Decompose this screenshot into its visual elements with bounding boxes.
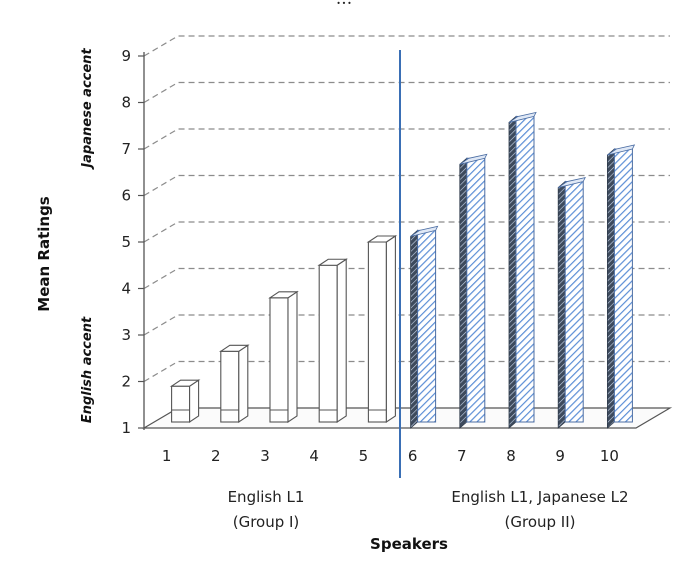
x-tick-label-7: 7 xyxy=(457,447,467,465)
y-end-label-high: Japanese accent xyxy=(80,48,95,171)
gridline-5 xyxy=(143,221,670,243)
x-tick-label-5: 5 xyxy=(359,447,369,465)
bar-side-face xyxy=(459,157,468,429)
bar-4 xyxy=(317,258,349,424)
x-tick-label-8: 8 xyxy=(506,447,516,465)
bar-front-face xyxy=(515,115,535,423)
bar-side-face xyxy=(189,379,200,424)
gridline-3 xyxy=(143,314,670,336)
gridline-8 xyxy=(143,81,670,104)
group-2-label-line1: English L1, Japanese L2 xyxy=(451,488,628,506)
y-tick-label-5: 5 xyxy=(121,233,131,251)
bar-side-face xyxy=(557,180,566,429)
bar-front-face xyxy=(417,229,437,423)
bar-side-face xyxy=(336,258,347,424)
bar-3 xyxy=(268,290,299,424)
bar-top-face xyxy=(508,111,537,123)
group-1-label-line2: (Group I) xyxy=(233,513,300,531)
bar-front-face xyxy=(269,297,289,423)
x-tick-label-4: 4 xyxy=(309,447,319,465)
y-tick-label-2: 2 xyxy=(121,373,131,391)
gridline-7 xyxy=(143,128,670,150)
bar-top-face xyxy=(410,225,439,237)
x-tick-label-6: 6 xyxy=(408,447,418,465)
bar-9 xyxy=(557,176,586,429)
x-tick-label-9: 9 xyxy=(555,447,565,465)
gridline-2 xyxy=(143,360,670,383)
y-end-label-low: English accent xyxy=(80,316,95,423)
y-tick-label-1: 1 xyxy=(121,419,131,437)
y-tick-label-4: 4 xyxy=(121,280,131,298)
bar-side-face xyxy=(607,148,615,429)
bar-top-face xyxy=(607,144,636,156)
y-axis-title: Mean Ratings xyxy=(35,196,53,312)
gridlines xyxy=(143,35,670,383)
bar-top-face xyxy=(317,258,349,266)
gridline-4 xyxy=(143,267,670,290)
bar-front-face xyxy=(367,241,387,423)
x-tick-label-10: 10 xyxy=(600,447,619,465)
bar-front-face xyxy=(564,181,584,423)
y-tick-label-8: 8 xyxy=(121,94,131,112)
bar-front-face xyxy=(220,350,240,423)
bar-top-face xyxy=(459,153,488,165)
gridline-6 xyxy=(143,174,670,197)
bar-2 xyxy=(218,344,250,424)
bar-10 xyxy=(607,144,636,429)
bar-front-face xyxy=(171,385,191,423)
bar-side-face xyxy=(410,229,419,429)
bar-side-face xyxy=(385,234,396,424)
bar-top-face xyxy=(268,291,299,299)
x-tick-label-3: 3 xyxy=(260,447,270,465)
bar-side-face xyxy=(508,115,517,429)
bar-5 xyxy=(366,234,398,424)
y-tick-label-3: 3 xyxy=(121,326,131,344)
bar-front-face xyxy=(318,264,338,423)
group-2-label-line2: (Group II) xyxy=(505,513,576,531)
bar-side-face xyxy=(238,344,249,424)
gridline-9 xyxy=(143,35,670,57)
bar-top-face xyxy=(169,379,201,387)
bar-front-face xyxy=(613,148,633,423)
y-tick-label-9: 9 xyxy=(121,47,131,65)
x-tick-label-2: 2 xyxy=(211,447,221,465)
bar-front-face xyxy=(466,157,486,423)
bar-side-face xyxy=(287,290,298,424)
bar-top-face xyxy=(218,344,250,352)
group-1-label-line1: English L1 xyxy=(228,488,305,506)
bar-7 xyxy=(459,153,488,429)
x-tick-label-1: 1 xyxy=(162,447,172,465)
y-tick-label-7: 7 xyxy=(121,140,131,158)
bar-top-face xyxy=(557,176,586,188)
bar-top-face xyxy=(366,235,398,243)
y-tick-label-6: 6 xyxy=(121,187,131,205)
x-axis-title: Speakers xyxy=(370,535,448,553)
bar-1 xyxy=(169,379,201,424)
bar-6 xyxy=(410,225,439,429)
top-text-fragment: ... xyxy=(336,0,352,9)
axes xyxy=(138,52,673,430)
bars xyxy=(169,111,636,429)
bar-8 xyxy=(508,111,537,429)
tick-labels: 1 2 3 4 5 6 7 8 9 1 2 3 4 5 6 7 8 9 10 xyxy=(121,47,618,465)
